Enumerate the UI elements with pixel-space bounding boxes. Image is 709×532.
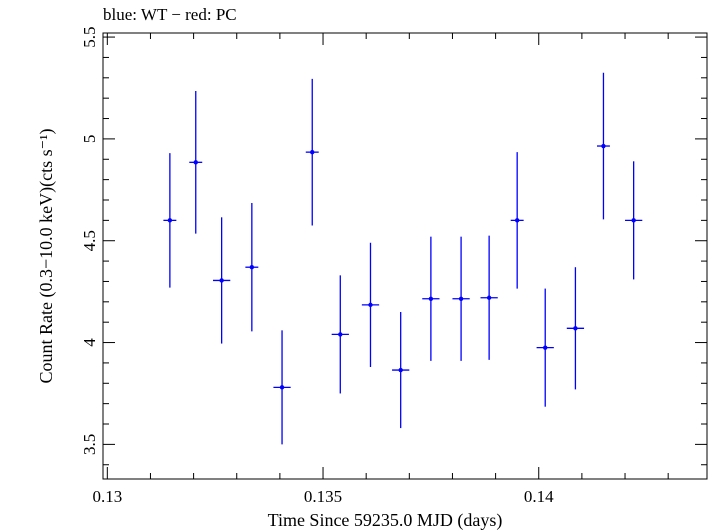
data-point (273, 330, 291, 445)
data-point (452, 236, 470, 361)
data-point (392, 312, 410, 429)
x-tick-label: 0.14 (524, 487, 554, 506)
data-point (422, 236, 440, 361)
data-marker (279, 385, 285, 390)
data-marker (219, 278, 224, 283)
data-point (480, 235, 498, 360)
chart-title: blue: WT − red: PC (103, 5, 237, 24)
data-marker (573, 326, 578, 331)
y-tick-label: 5.5 (80, 26, 99, 47)
data-point (245, 203, 259, 332)
data-point (163, 153, 177, 288)
data-marker (428, 296, 434, 301)
data-point (566, 267, 585, 390)
data-marker (458, 296, 464, 301)
data-marker (398, 367, 403, 373)
data-marker (514, 218, 520, 223)
data-marker (486, 295, 492, 300)
data-marker (368, 302, 373, 308)
data-marker (601, 143, 606, 149)
y-tick-label: 4 (80, 338, 99, 347)
data-series (163, 72, 643, 445)
y-tick-label: 4.5 (80, 230, 99, 251)
plot-frame (102, 32, 708, 480)
data-point (596, 72, 610, 220)
data-marker (193, 160, 198, 165)
data-marker (338, 332, 343, 337)
data-point (189, 91, 203, 234)
y-axis-label: Count Rate (0.3−10.0 keV)(cts s⁻¹) (36, 128, 57, 383)
data-point (331, 275, 349, 394)
data-marker (543, 345, 548, 350)
axis-tick-labels: 0.13 0.135 0.14 3.5 4 4.5 5 5.5 (80, 26, 554, 506)
y-tick-label: 5 (80, 135, 99, 144)
data-marker (249, 265, 255, 270)
data-point (361, 242, 380, 367)
data-marker (167, 218, 173, 223)
x-tick-label: 0.135 (304, 487, 342, 506)
axis-ticks (103, 33, 707, 479)
x-axis-label: Time Since 59235.0 MJD (days) (268, 510, 503, 531)
data-marker (310, 149, 315, 155)
data-point (305, 78, 319, 226)
data-point (510, 152, 524, 289)
data-marker (631, 218, 636, 223)
data-point (213, 217, 231, 344)
x-tick-label: 0.13 (92, 487, 122, 506)
data-point (536, 288, 554, 407)
y-tick-label: 3.5 (80, 434, 99, 455)
data-point (625, 161, 643, 280)
